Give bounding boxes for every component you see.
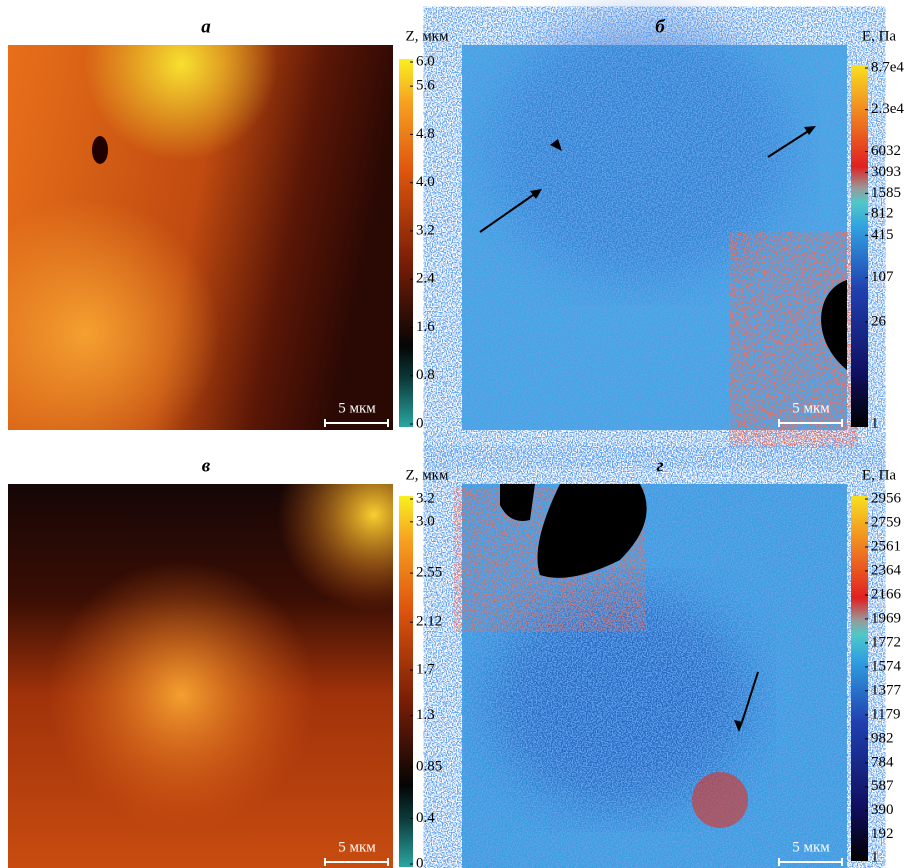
colorbar-tick-label: 2956 bbox=[871, 490, 902, 506]
colorbar-tick-label: 3.2 bbox=[416, 490, 435, 506]
panel-label: б bbox=[655, 16, 666, 37]
colorbar-tick-label: 1772 bbox=[871, 634, 901, 650]
panel-label: а bbox=[201, 16, 211, 37]
colorbar-tick-label: 0.8 bbox=[416, 367, 435, 383]
colorbar-tick-label: 0.4 bbox=[416, 810, 435, 826]
colorbar-tick-label: 1969 bbox=[871, 610, 901, 626]
colorbar bbox=[851, 496, 868, 861]
colorbar-tick-label: 1585 bbox=[871, 185, 901, 201]
colorbar-tick-label: 1179 bbox=[871, 706, 900, 722]
colorbar-tick-label: 1.6 bbox=[416, 319, 435, 335]
colorbar-tick-label: 1.3 bbox=[416, 707, 435, 723]
colorbar-tick-label: 2.3e4 bbox=[871, 101, 904, 117]
colorbar-tick-label: 1574 bbox=[871, 658, 902, 674]
colorbar-tick-label: 2561 bbox=[871, 538, 901, 554]
colorbar-tick-label: 3093 bbox=[871, 164, 901, 180]
colorbar-title: E, Па bbox=[862, 467, 896, 483]
colorbar-tick-label: 2759 bbox=[871, 514, 901, 530]
figure: а Z, мкм 6.0 5.6 4.8 4.0 3.2 2.4 1.6 0.8 0 5 мкм б E,… bbox=[0, 0, 920, 868]
colorbar-tick-label: 4.8 bbox=[416, 126, 435, 142]
colorbar-tick-label: 4.0 bbox=[416, 174, 435, 190]
colorbar bbox=[399, 496, 413, 867]
colorbar-tick-label: 2.4 bbox=[416, 271, 435, 287]
colorbar-tick-label: 587 bbox=[871, 778, 894, 794]
scale-bar-label: 5 мкм bbox=[792, 400, 830, 416]
colorbar-tick-label: 6032 bbox=[871, 143, 901, 159]
colorbar-tick-label: 2.55 bbox=[416, 565, 442, 581]
colorbar-tick-label: 107 bbox=[871, 269, 894, 285]
colorbar-tick-label: 3.2 bbox=[416, 222, 435, 238]
colorbar bbox=[399, 59, 413, 427]
colorbar bbox=[851, 65, 868, 427]
colorbar-tick-label: 0 bbox=[416, 855, 424, 868]
colorbar-tick-label: 2364 bbox=[871, 562, 902, 578]
colorbar-title: Z, мкм bbox=[406, 467, 449, 483]
colorbar-tick-label: 1 bbox=[871, 849, 879, 865]
colorbar-tick-label: 3.0 bbox=[416, 513, 435, 529]
colorbar-tick-label: 1.7 bbox=[416, 662, 435, 678]
colorbar-tick-label: 2.12 bbox=[416, 614, 442, 630]
colorbar-title: E, Па bbox=[862, 28, 896, 44]
colorbar-tick-label: 26 bbox=[871, 313, 887, 329]
colorbar-tick-label: 0 bbox=[416, 415, 424, 431]
colorbar-tick-label: 390 bbox=[871, 802, 894, 818]
panel-label: г bbox=[656, 455, 663, 476]
colorbar-tick-label: 812 bbox=[871, 206, 894, 222]
colorbar-tick-label: 2166 bbox=[871, 586, 902, 602]
colorbar-tick-label: 1377 bbox=[871, 682, 902, 698]
colorbar-title: Z, мкм bbox=[406, 28, 449, 44]
colorbar-tick-label: 6.0 bbox=[416, 53, 435, 69]
panel-label: в bbox=[202, 455, 211, 476]
colorbar-tick-label: 784 bbox=[871, 754, 894, 770]
image-b bbox=[462, 20, 847, 430]
image-a bbox=[8, 45, 393, 430]
colorbar-tick-label: 1 bbox=[871, 415, 879, 431]
scale-bar-label: 5 мкм bbox=[792, 839, 830, 855]
colorbar-tick-label: 192 bbox=[871, 826, 894, 842]
colorbar-tick-label: 0.85 bbox=[416, 758, 442, 774]
colorbar-tick-label: 5.6 bbox=[416, 78, 435, 94]
colorbar-tick-label: 982 bbox=[871, 730, 894, 746]
scale-bar-label: 5 мкм bbox=[338, 400, 376, 416]
image-c bbox=[8, 484, 393, 868]
colorbar-tick-label: 8.7e4 bbox=[871, 59, 904, 75]
scale-bar-label: 5 мкм bbox=[338, 839, 376, 855]
colorbar-tick-label: 415 bbox=[871, 227, 894, 243]
image-d bbox=[462, 484, 847, 868]
